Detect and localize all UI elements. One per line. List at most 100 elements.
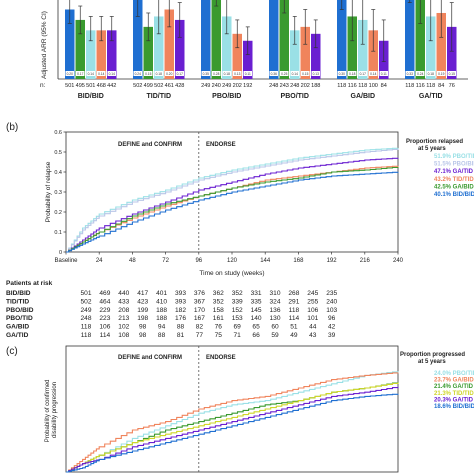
risk-cell-5-5: 81 <box>177 332 185 339</box>
risk-cell-3-4: 188 <box>156 315 167 322</box>
relapse-series-line-4 <box>66 166 399 253</box>
bar-value-label-2-0: 0.35 <box>203 72 209 76</box>
progression-series-line-3 <box>66 382 399 473</box>
relapse-y-tick-label-3: 0.3 <box>54 190 62 196</box>
relapse-legend-entry-5: 40.1% BID/BID <box>434 192 474 198</box>
bar-value-box-2-4 <box>243 71 252 76</box>
progression-series-line-4 <box>66 386 399 473</box>
risk-cell-3-8: 153 <box>232 315 243 322</box>
relapse-y-tick-label-4: 0.4 <box>54 170 62 176</box>
bar-3-4 <box>311 33 321 79</box>
bar-2-0 <box>201 0 211 79</box>
bar-n-value-3-2: 248 <box>290 83 299 89</box>
bar-value-box-4-3 <box>369 71 378 76</box>
relapse-legend-entry-3: 43.2% TID/TID <box>434 177 474 183</box>
risk-cell-2-7: 158 <box>213 307 224 314</box>
bar-5-3 <box>436 12 446 80</box>
progression-legend-title-1: Proportion progressed <box>400 352 465 358</box>
relapse-x-tick-label-2: 48 <box>129 258 136 264</box>
bar-value-box-0-4 <box>107 71 116 76</box>
risk-cell-2-5: 182 <box>175 307 186 314</box>
bar-n-value-1-2: 502 <box>154 83 163 89</box>
risk-cell-2-0: 249 <box>80 307 91 314</box>
risk-cell-5-12: 43 <box>309 332 317 339</box>
risk-cell-4-12: 44 <box>309 324 317 331</box>
risk-cell-1-9: 335 <box>251 298 262 305</box>
risk-cell-1-2: 433 <box>118 298 129 305</box>
bar-value-label-3-3: 0.15 <box>302 72 308 76</box>
risk-cell-0-12: 245 <box>307 290 318 297</box>
risk-cell-3-6: 167 <box>194 315 205 322</box>
risk-cell-1-4: 410 <box>156 298 167 305</box>
relapse-series-line-0 <box>66 147 399 253</box>
relapse-panel: (b) DEFINE and CONFIRM ENDORSE Proportio… <box>6 122 474 277</box>
risk-cell-0-3: 417 <box>137 290 148 297</box>
bar-n-value-4-2: 118 <box>358 83 367 89</box>
relapse-series-line-1 <box>66 148 399 253</box>
bar-n-value-3-1: 243 <box>280 83 289 89</box>
bar-0-3 <box>96 30 106 80</box>
risk-cell-0-4: 401 <box>156 290 167 297</box>
risk-cell-3-3: 198 <box>137 315 148 322</box>
relapse-y-tick-label-6: 0.6 <box>54 130 62 136</box>
risk-cell-2-9: 145 <box>251 307 262 314</box>
risk-cell-5-6: 77 <box>196 332 204 339</box>
risk-row-label-5: GA/TID <box>6 332 29 339</box>
risk-cell-3-11: 114 <box>289 315 300 322</box>
bar-value-label-5-1: 0.24 <box>417 72 423 76</box>
risk-cell-1-1: 464 <box>99 298 110 305</box>
bar-value-box-3-3 <box>301 71 310 76</box>
bar-4-1 <box>347 16 357 79</box>
bar-value-label-1-3: 0.20 <box>166 72 172 76</box>
risk-cell-5-10: 59 <box>271 332 279 339</box>
bar-value-label-2-3: 0.13 <box>234 72 240 76</box>
bar-value-box-5-1 <box>416 71 425 76</box>
risk-cell-4-9: 65 <box>252 324 260 331</box>
bar-value-label-5-2: 0.18 <box>428 72 434 76</box>
bar-n-value-1-3: 461 <box>165 83 174 89</box>
bar-2-2 <box>222 16 232 79</box>
bar-value-box-3-1 <box>280 71 289 76</box>
bar-value-label-0-3: 0.14 <box>98 72 104 76</box>
bar-group-label-2: PBO/BID <box>212 93 241 100</box>
bar-value-box-4-4 <box>379 71 388 76</box>
bar-value-label-4-1: 0.18 <box>349 72 355 76</box>
panel-b-label: (b) <box>6 122 18 133</box>
risk-cell-3-0: 248 <box>80 315 91 322</box>
risk-cell-3-2: 213 <box>118 315 129 322</box>
bar-group-label-5: GA/TID <box>419 93 443 100</box>
relapse-lines <box>66 147 399 253</box>
bar-5-4 <box>447 26 457 79</box>
risk-cell-3-5: 176 <box>175 315 186 322</box>
bar-value-box-2-0 <box>201 71 210 76</box>
risk-cell-2-8: 152 <box>232 307 243 314</box>
progression-y-axis-label-line1: Probability of confirmed <box>45 379 51 442</box>
relapse-legend-entry-1: 51.5% PBO/BID <box>434 162 474 168</box>
bar-value-box-1-1 <box>144 71 153 76</box>
bar-n-value-1-4: 428 <box>175 83 184 89</box>
progression-legend-entry-2: 21.4% GA/TID <box>434 384 474 390</box>
bar-value-box-1-3 <box>165 71 174 76</box>
bar-n-value-1-1: 499 <box>144 83 153 89</box>
risk-cell-4-13: 42 <box>328 324 336 331</box>
progression-series-line-1 <box>66 372 399 473</box>
risk-cell-4-0: 118 <box>81 324 92 331</box>
bar-n-value-5-3: 84 <box>438 83 444 89</box>
risk-cell-1-8: 339 <box>232 298 243 305</box>
risk-cell-4-1: 106 <box>99 324 110 331</box>
bar-value-label-1-4: 0.17 <box>177 72 183 76</box>
risk-cell-3-7: 161 <box>213 315 224 322</box>
progression-legend-entry-1: 23.7% GA/BID <box>434 378 474 384</box>
patients-at-risk-title: Patients at risk <box>6 280 53 287</box>
bar-value-label-5-0: 0.33 <box>407 72 413 76</box>
bar-value-box-4-1 <box>348 71 357 76</box>
bar-group-label-4: GA/BID <box>351 93 376 100</box>
risk-cell-5-7: 75 <box>215 332 223 339</box>
bar-value-label-0-1: 0.17 <box>77 72 83 76</box>
progression-phase-right: ENDORSE <box>206 355 236 361</box>
bar-4-2 <box>358 19 368 79</box>
bar-value-label-2-4: 0.11 <box>245 72 251 76</box>
progression-series-line-5 <box>66 393 399 473</box>
risk-row-label-4: GA/BID <box>6 324 29 331</box>
